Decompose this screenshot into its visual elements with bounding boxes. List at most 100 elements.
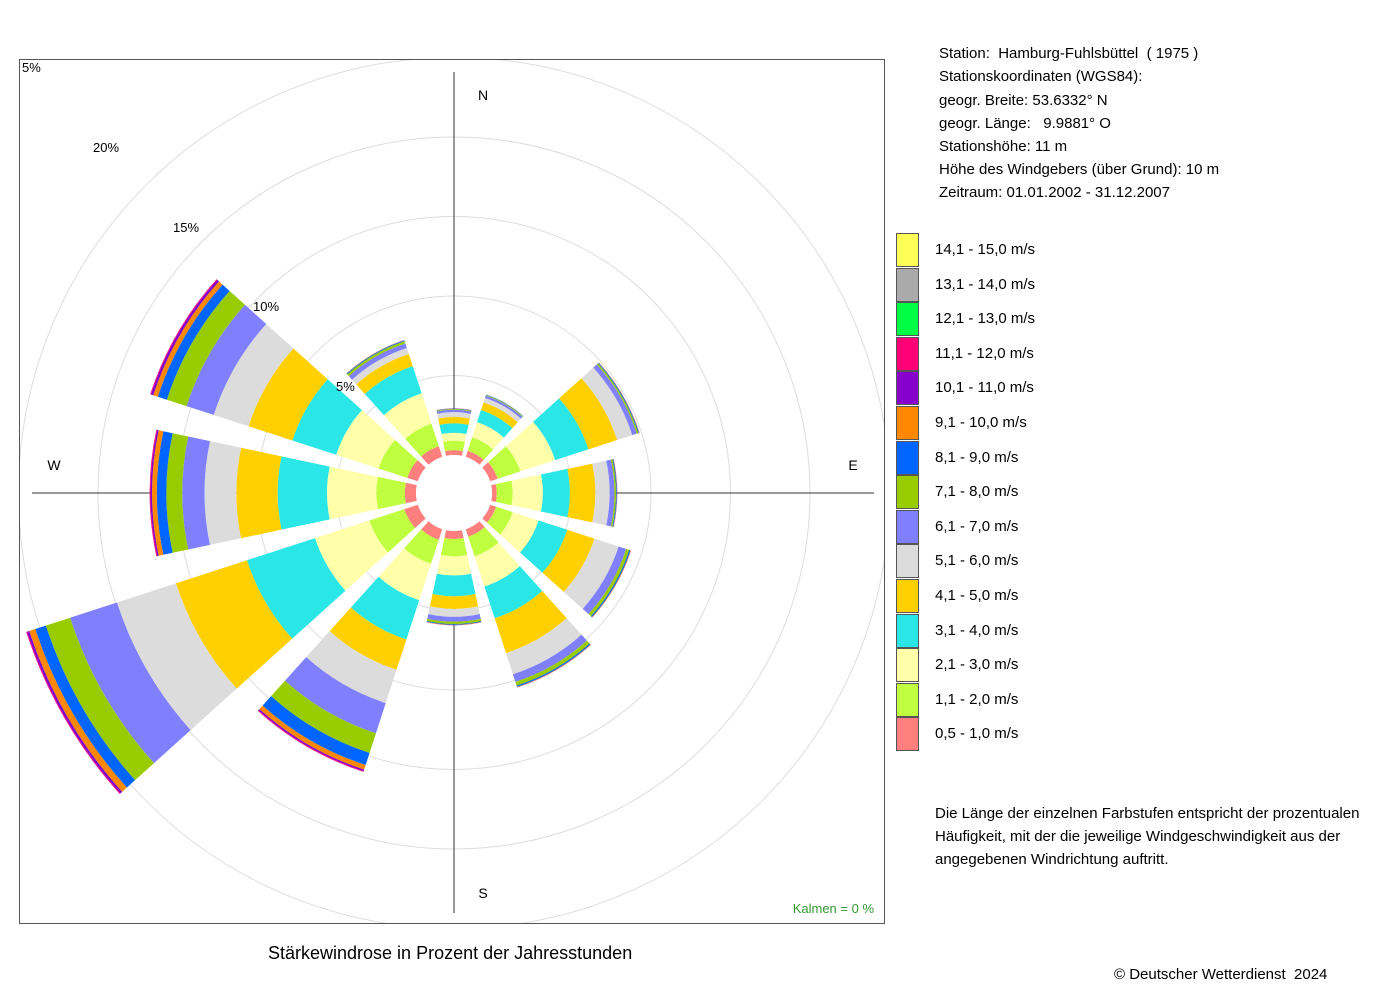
sector-90-class-1: [491, 484, 497, 502]
sector-210-class-10: [259, 705, 366, 770]
sector-0-class-6: [437, 412, 471, 419]
sector-180-class-7: [427, 614, 481, 622]
sector-180-class-1: [444, 530, 464, 539]
legend-swatch-7: [896, 509, 919, 544]
sector-300-class-7: [186, 304, 267, 415]
description-line-2: Häufigkeit, mit der die jeweilige Windge…: [935, 828, 1341, 845]
sector-0-class-7: [436, 409, 472, 414]
legend-swatch-8: [896, 475, 919, 510]
sector-60-class-6: [581, 367, 633, 440]
sector-30-class-2: [467, 437, 494, 461]
sector-120-class-6: [563, 538, 619, 609]
sector-180-class-11: [426, 622, 482, 626]
legend-swatch-14: [896, 267, 919, 302]
time-period: Zeitraum: 01.01.2002 - 31.12.2007: [939, 184, 1170, 201]
sector-210-class-3: [378, 548, 431, 601]
station-altitude: Stationshöhe: 11 m: [939, 138, 1068, 155]
sector-240-class-2: [369, 509, 416, 553]
sector-270-class-3: [326, 466, 378, 520]
station-longitude: geogr. Länge: 9.9881° O: [939, 115, 1111, 132]
sector-90-class-9: [612, 459, 617, 527]
sector-0-class-11: [436, 408, 472, 411]
calms-label: Kalmen = 0 %: [793, 901, 875, 916]
sector-300-class-3: [336, 410, 396, 469]
legend-swatch-11: [896, 371, 919, 406]
sector-30-class-3: [472, 422, 504, 450]
sector-300-class-4: [292, 379, 362, 455]
legend-label-1: 0,5 - 1,0 m/s: [935, 725, 1019, 743]
sector-270-class-8: [166, 433, 189, 553]
sector-30-class-5: [480, 402, 518, 429]
description-line-1: Die Länge der einzelnen Farbstufen entsp…: [935, 805, 1360, 822]
sector-270-class-9: [156, 431, 173, 555]
sector-210-class-9: [262, 696, 370, 766]
sector-90-class-11: [613, 459, 618, 527]
sector-240-class-9: [35, 625, 136, 788]
legend-label-14: 13,1 - 14,0 m/s: [935, 275, 1036, 293]
legend-label-6: 5,1 - 6,0 m/s: [935, 552, 1019, 570]
sector-180-class-8: [426, 618, 482, 625]
calm-center: [416, 455, 492, 531]
legend-label-4: 3,1 - 4,0 m/s: [935, 621, 1019, 639]
ring-label-25: 5%: [22, 60, 41, 75]
compass-south: S: [478, 885, 487, 901]
sector-180-class-9: [426, 621, 482, 625]
sector-210-class-8: [271, 680, 376, 753]
sector-90-class-6: [592, 460, 610, 526]
sector-240-class-5: [175, 560, 293, 689]
sector-30-class-7: [484, 395, 523, 419]
wind-rose-plot: N S E W 5% 10% 15% 20% 5% Kalmen = 0 %: [19, 59, 885, 924]
legend-swatch-13: [896, 302, 919, 337]
sector-240-class-1: [404, 504, 426, 528]
sector-270-class-6: [204, 441, 242, 545]
station-coords-head: Stationskoordinaten (WGS84):: [939, 68, 1143, 85]
sector-30-class-6: [483, 397, 521, 423]
sector-120-class-7: [582, 546, 627, 615]
sector-180-class-3: [436, 555, 472, 576]
ring-label-20: 20%: [93, 140, 119, 155]
compass-west: W: [47, 457, 61, 473]
legend-swatch-12: [896, 336, 919, 371]
sector-150-class-2: [468, 527, 499, 557]
sector-120-class-2: [486, 506, 513, 535]
sector-0-class-10: [436, 408, 472, 411]
legend-swatch-1: [896, 717, 919, 752]
chart-title: Stärkewindrose in Prozent der Jahresstun…: [268, 943, 633, 963]
legend-label-3: 2,1 - 3,0 m/s: [935, 656, 1019, 674]
sector-120-class-1: [482, 504, 497, 523]
legend-label-12: 11,1 - 12,0 m/s: [935, 344, 1034, 362]
sector-330-class-8: [347, 341, 406, 377]
anemometer-height: Höhe des Windgebers (über Grund): 10 m: [939, 161, 1220, 178]
sector-60-class-2: [488, 446, 521, 479]
sector-270-class-4: [277, 456, 330, 530]
sector-240-class-3: [315, 520, 388, 591]
sector-300-class-1: [407, 460, 426, 482]
legend-swatch-4: [896, 613, 919, 648]
sector-180-class-6: [428, 606, 480, 617]
sector-330-class-3: [383, 393, 432, 439]
sector-30-class-1: [465, 450, 484, 465]
sector-270-class-2: [376, 476, 406, 510]
sector-240-class-10: [29, 629, 127, 792]
legend-swatch-3: [896, 648, 919, 683]
sector-210-class-7: [284, 657, 386, 734]
sector-180-class-4: [432, 573, 476, 597]
sector-300-class-8: [166, 290, 245, 407]
legend-swatch-15: [896, 233, 919, 267]
sector-330-class-1: [421, 446, 443, 465]
compass-north: N: [478, 87, 488, 103]
sector-90-class-8: [610, 459, 617, 527]
sector-300-class-5: [248, 348, 328, 441]
sector-150-class-1: [465, 521, 485, 537]
compass-east: E: [848, 457, 857, 473]
legend-label-15: 14,1 - 15,0 m/s: [935, 241, 1036, 258]
sector-150-class-8: [515, 640, 590, 686]
sector-60-class-3: [505, 421, 556, 472]
sector-0-class-4: [439, 423, 469, 435]
sector-60-class-4: [533, 398, 589, 461]
sector-90-class-10: [613, 459, 618, 527]
legend-swatch-5: [896, 579, 919, 613]
sector-330-class-6: [351, 347, 409, 385]
sector-210-class-5: [329, 607, 407, 670]
legend-swatch-9: [896, 440, 919, 475]
